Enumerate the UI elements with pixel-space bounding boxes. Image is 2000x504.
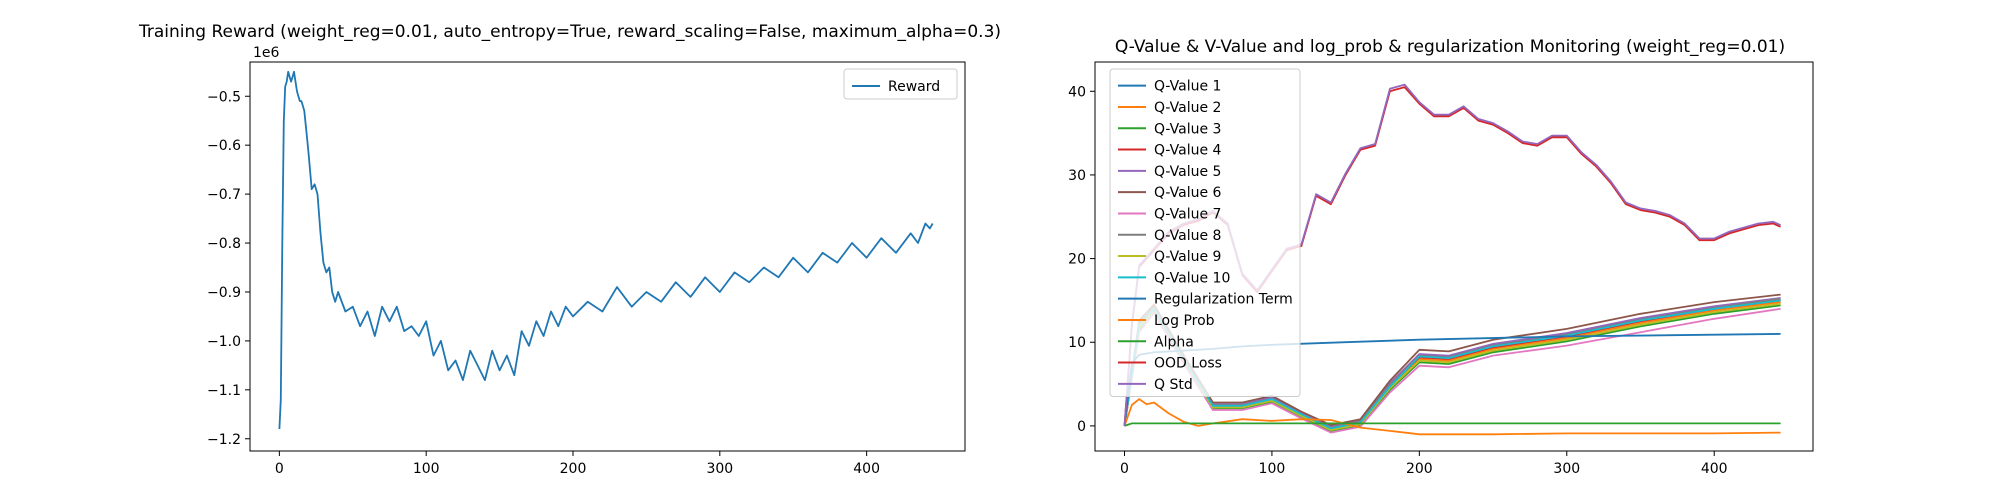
legend-label: Alpha (1154, 334, 1194, 350)
legend-label: Q-Value 6 (1154, 185, 1222, 201)
monitoring-chart-title: Q-Value & V-Value and log_prob & regular… (1115, 37, 1785, 57)
x-tick-label: 0 (275, 461, 284, 477)
legend-label: Q-Value 7 (1154, 206, 1221, 222)
y-tick-label: 40 (1068, 84, 1086, 100)
x-tick-label: 100 (1259, 461, 1286, 477)
y-tick-label: −0.9 (207, 285, 241, 301)
y-tick-label: −0.5 (207, 89, 241, 105)
y-tick-label: 10 (1068, 335, 1086, 351)
y-tick-label: −1.2 (207, 432, 241, 448)
monitoring-chart: Q-Value & V-Value and log_prob & regular… (1068, 37, 1814, 477)
y-tick-label: −1.1 (207, 383, 241, 399)
legend-label: Regularization Term (1154, 292, 1293, 308)
legend-label: Q-Value 4 (1154, 143, 1222, 159)
legend-label: OOD Loss (1154, 356, 1222, 372)
reward-chart-title: Training Reward (weight_reg=0.01, auto_e… (138, 22, 1001, 42)
legend-label: Q-Value 3 (1154, 121, 1221, 137)
legend-label: Q-Value 8 (1154, 228, 1221, 244)
x-tick-label: 200 (560, 461, 587, 477)
x-tick-label: 400 (853, 461, 880, 477)
reward-chart-legend: Reward (843, 68, 958, 100)
y-tick-label: 30 (1068, 168, 1086, 184)
reward-chart: Training Reward (weight_reg=0.01, auto_e… (138, 22, 1001, 477)
plot-frame (1094, 61, 1814, 452)
y-tick-label: 20 (1068, 252, 1086, 268)
y-tick-label: −0.8 (207, 236, 241, 252)
legend-box (1109, 68, 1301, 397)
monitoring-chart-legend: Q-Value 1 Q-Value 2 Q-Value 3 Q-Value 4 Q-Va… (1109, 68, 1301, 397)
y-tick-label: 0 (1077, 419, 1086, 435)
legend-label: Q-Value 5 (1154, 164, 1221, 180)
y-tick-label: −0.7 (207, 187, 241, 203)
reward-chart-plot-area: 0 100 200 300 400 −1.2 −1.1 −1.0 −0.9 −0.8 −0.7 −0.… (207, 61, 966, 477)
x-tick-label: 400 (1701, 461, 1728, 477)
legend-label: Q-Value 10 (1154, 270, 1230, 286)
series-line-12 (1123, 398, 1781, 436)
legend-label: Q Std (1154, 377, 1193, 393)
y-tick-label: −1.0 (207, 334, 241, 350)
series-line-1 (278, 70, 934, 430)
legend-label: Log Prob (1154, 313, 1215, 329)
x-tick-label: 0 (1120, 461, 1129, 477)
legend-label: Q-Value 9 (1154, 249, 1221, 265)
x-tick-label: 100 (413, 461, 440, 477)
x-tick-label: 200 (1406, 461, 1433, 477)
y-tick-label: −0.6 (207, 138, 241, 154)
legend-label: Q-Value 1 (1154, 79, 1221, 95)
x-tick-label: 300 (706, 461, 733, 477)
series-line-13 (1124, 422, 1781, 427)
legend-label: Reward (888, 79, 940, 95)
x-tick-label: 300 (1553, 461, 1580, 477)
legend-box (843, 68, 958, 100)
plot-frame (249, 61, 966, 452)
legend-label: Q-Value 2 (1154, 100, 1221, 116)
reward-chart-offset-text: 1e6 (253, 45, 280, 61)
